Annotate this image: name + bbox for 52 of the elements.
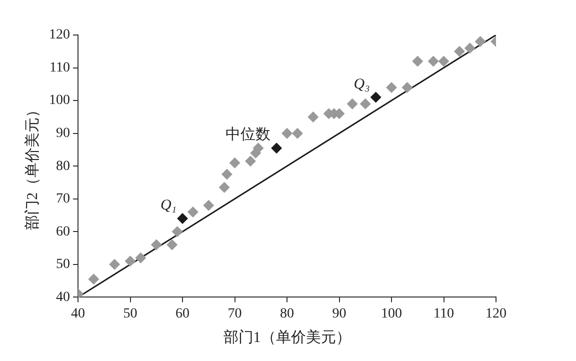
- y-tick-label: 110: [50, 60, 70, 76]
- point: [402, 82, 413, 93]
- x-tick-label: 120: [486, 306, 506, 322]
- x-tick-label: 100: [381, 306, 402, 322]
- point: [292, 128, 303, 139]
- point: [428, 56, 439, 67]
- y-tick-label: 100: [49, 93, 70, 108]
- point: [386, 82, 397, 93]
- y-tick-label: 120: [49, 28, 70, 43]
- y-tick-label: 90: [56, 126, 70, 141]
- point: [166, 239, 178, 250]
- point: [346, 98, 358, 110]
- point: [282, 128, 292, 139]
- annotation: Q₁: [160, 198, 176, 214]
- y-tick-label: 40: [56, 290, 70, 305]
- x-tick-label: 50: [123, 306, 138, 322]
- point: [172, 226, 183, 238]
- point: [464, 42, 476, 54]
- point: [438, 56, 450, 67]
- point: [135, 252, 146, 264]
- y-tick-label: 60: [56, 224, 70, 240]
- point: [88, 274, 100, 285]
- point: [244, 156, 256, 167]
- point: [308, 111, 319, 122]
- y-tick-label: 70: [56, 192, 70, 207]
- point: [221, 168, 232, 180]
- point: [218, 182, 230, 193]
- x-axis-title: 部门1（单价美元）: [223, 328, 351, 346]
- point: [474, 36, 486, 48]
- y-axis-title: 部门2（单价美元）: [24, 102, 41, 230]
- x-tick-label: 60: [176, 306, 190, 322]
- x-tick-label: 70: [228, 306, 242, 322]
- y-tick-label: 50: [56, 257, 70, 272]
- point: [203, 200, 214, 211]
- point: [187, 206, 198, 218]
- y-tick-label: 80: [56, 158, 70, 174]
- point: [454, 46, 465, 57]
- point: [370, 92, 382, 103]
- point: [229, 157, 240, 168]
- point: [271, 142, 282, 154]
- point: [150, 239, 162, 250]
- point: [109, 258, 120, 270]
- point: [124, 256, 136, 267]
- x-tick-label: 110: [434, 306, 454, 322]
- point: [177, 213, 188, 224]
- point: [360, 98, 371, 110]
- x-tick-label: 80: [280, 306, 294, 322]
- annotation: 中位数: [226, 126, 271, 144]
- point: [412, 56, 424, 67]
- x-tick-label: 90: [332, 306, 346, 322]
- x-tick-label: 40: [71, 306, 85, 322]
- annotation: Q₃: [354, 76, 370, 92]
